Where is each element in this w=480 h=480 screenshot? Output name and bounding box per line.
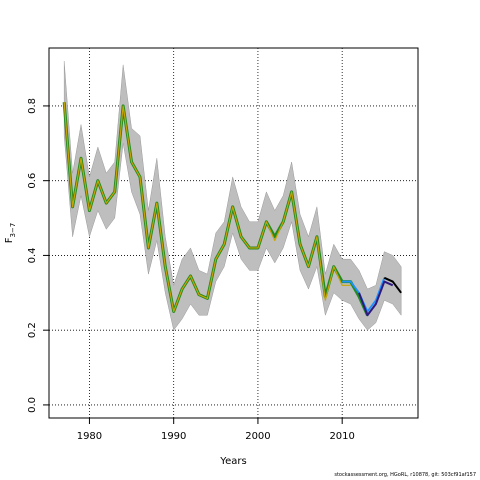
x-axis-title: Years <box>219 456 246 467</box>
y-tick-label: 0.2 <box>27 322 38 338</box>
x-tick-label: 1980 <box>77 431 102 442</box>
confidence-band-layer <box>63 61 402 331</box>
x-tick-label: 1990 <box>161 431 186 442</box>
y-tick-label: 0.0 <box>27 397 38 413</box>
series-line-4 <box>383 276 402 294</box>
series-lines-layer <box>62 102 402 317</box>
footer-credit: stockassessment.org, HGoRL, r10878, git:… <box>334 472 476 478</box>
confidence-band <box>63 61 402 331</box>
y-axis-title-main: F <box>4 237 15 243</box>
y-axis: 0.0 0.2 0.4 0.6 0.8 <box>27 98 49 413</box>
x-axis: 1980 1990 2000 2010 <box>77 417 355 442</box>
y-tick-label: 0.8 <box>27 98 38 114</box>
x-tick-label: 2010 <box>329 431 354 442</box>
y-axis-title-subscript: 3−7 <box>9 223 17 238</box>
y-axis-title: F3−7 <box>4 223 17 244</box>
series-line-3 <box>358 280 394 317</box>
series-line-5 <box>63 102 351 313</box>
y-tick-label: 0.6 <box>27 173 38 189</box>
y-tick-label: 0.4 <box>27 247 38 263</box>
x-tick-label: 2000 <box>245 431 270 442</box>
